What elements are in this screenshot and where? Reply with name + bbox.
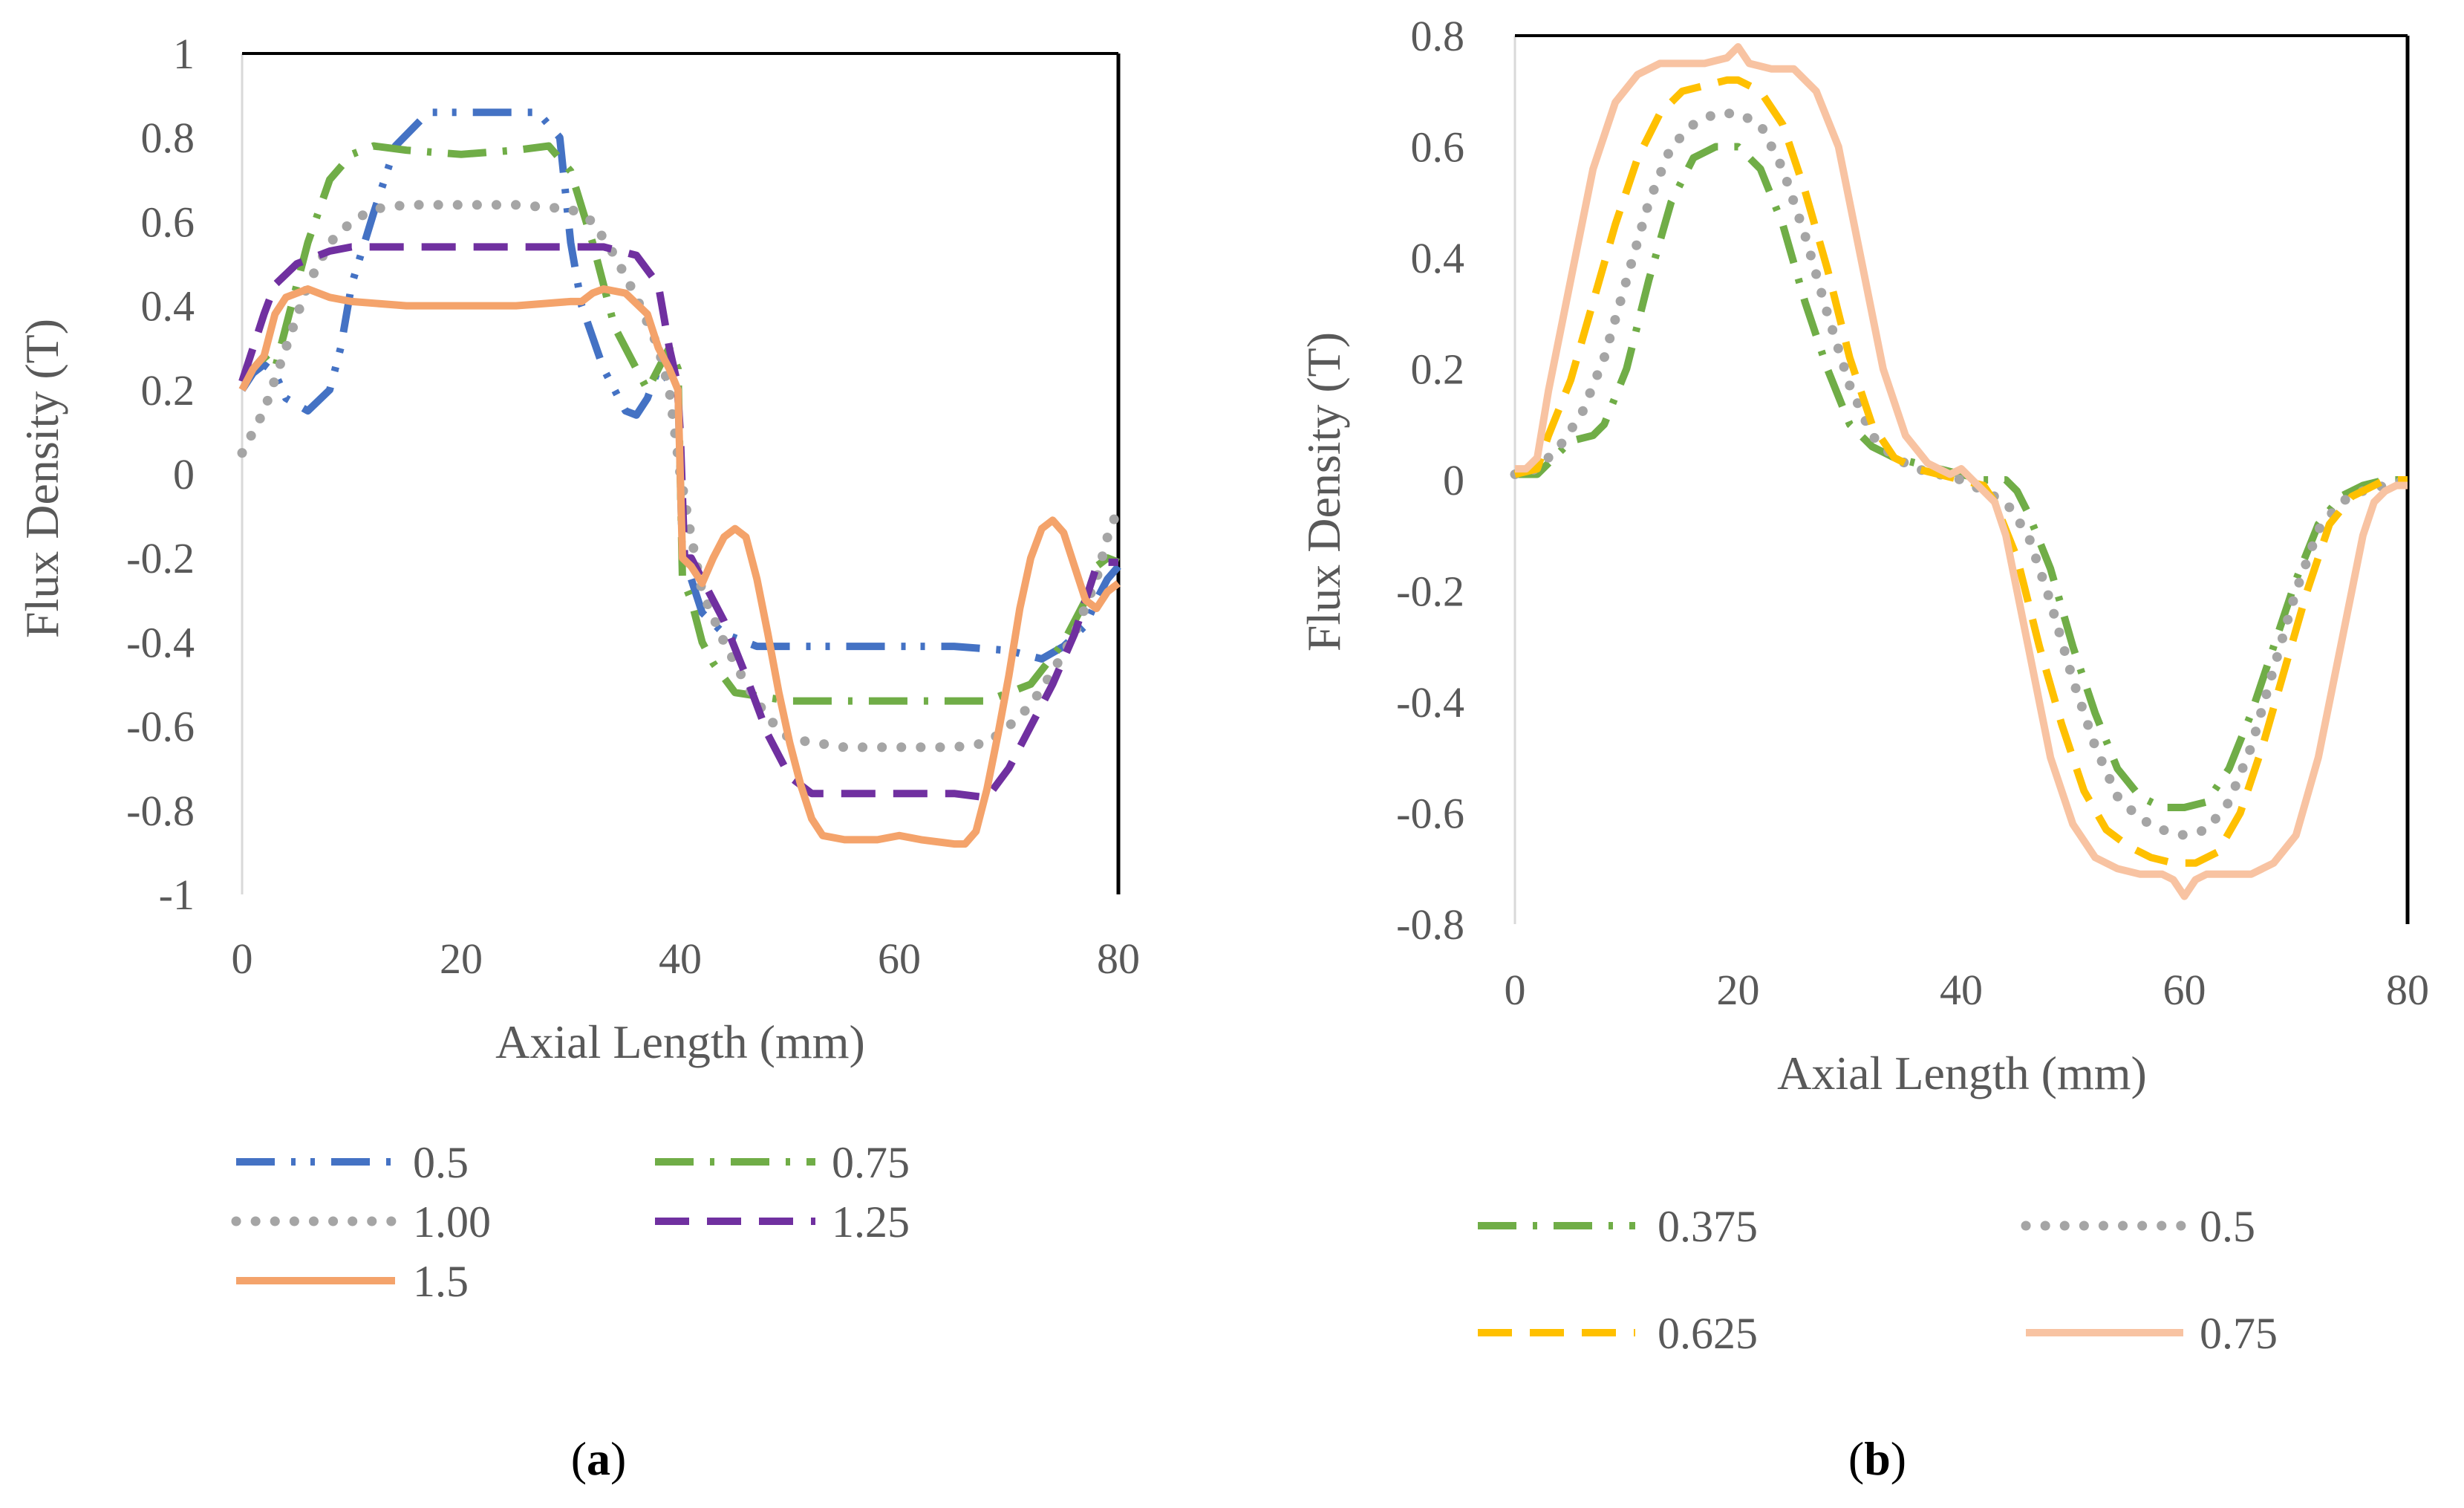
chart-b-legend-label-0-375: 0.375 (1658, 1202, 1758, 1251)
chart-b-caption-close: ) (1891, 1432, 1906, 1485)
chart-a-y-tick-label: -1 (159, 871, 195, 919)
chart-a-ylabel: Flux Density (T) (16, 319, 68, 638)
chart-b-x-tick-label: 60 (2163, 966, 2206, 1014)
chart-b-legend-label-0-5: 0.5 (2200, 1202, 2255, 1251)
chart-b-y-tick-label: 0.2 (1411, 345, 1465, 394)
chart-a: Flux Density (T) Axial Length (mm) 1 0.8 0… (16, 30, 1140, 1485)
chart-a-legend-label-1-25: 1.25 (832, 1197, 910, 1247)
chart-b-plot-area (1510, 34, 2413, 924)
chart-b-legend-label-0-75: 0.75 (2200, 1309, 2278, 1358)
chart-a-y-tick-label: 0.4 (141, 282, 195, 331)
chart-b-ylabel: Flux Density (T) (1297, 332, 1350, 651)
chart-a-legend-label-0-75: 0.75 (832, 1138, 910, 1187)
chart-a-legend: 0.5 0.75 1.00 1.25 1.5 (231, 1138, 910, 1306)
chart-a-y-tick-label: 1 (173, 30, 195, 78)
chart-b-series-lines (1510, 43, 2413, 900)
chart-a-caption-close: ) (610, 1432, 626, 1485)
chart-b-y-tick-label: 0 (1443, 456, 1464, 504)
chart-a-y-tick-label: 0.8 (141, 114, 195, 162)
chart-b-caption: (b) (1848, 1432, 1906, 1485)
chart-a-series-1-25 (238, 243, 1118, 802)
chart-a-legend-label-1-5: 1.5 (413, 1257, 469, 1306)
chart-b-x-tick-label: 20 (1717, 966, 1760, 1014)
chart-b-caption-letter: b (1864, 1432, 1891, 1485)
chart-a-plot-area (237, 52, 1124, 894)
chart-a-caption-open: ( (571, 1432, 587, 1485)
chart-a-x-tick-label: 0 (232, 935, 253, 983)
chart-b-y-tick-label: -0.8 (1396, 900, 1464, 949)
chart-b-series-0-5 (1510, 108, 2413, 840)
chart-b-x-tick-label: 40 (1940, 966, 1983, 1014)
chart-a-y-tick-label: -0.6 (126, 703, 195, 751)
chart-a-xlabel: Axial Length (mm) (495, 1015, 865, 1068)
chart-a-series-lines (237, 108, 1124, 848)
chart-b-y-tick-labels: 0.8 0.6 0.4 0.2 0 -0.2 -0.4 -0.6 -0.8 (1396, 12, 1464, 949)
chart-a-series-0-5 (238, 108, 1121, 663)
chart-a-y-tick-label: 0.2 (141, 366, 195, 415)
chart-b-y-tick-label: -0.6 (1396, 790, 1464, 838)
chart-a-y-tick-label: -0.4 (126, 618, 195, 666)
chart-a-legend-label-1-00: 1.00 (413, 1197, 491, 1247)
chart-a-y-tick-label: -0.8 (126, 787, 195, 835)
chart-a-caption-letter: a (587, 1432, 610, 1485)
chart-b-x-tick-label: 80 (2386, 966, 2429, 1014)
chart-b-y-tick-label: 0.4 (1411, 234, 1465, 282)
chart-a-caption: (a) (571, 1432, 627, 1485)
chart-a-x-tick-label: 80 (1097, 935, 1140, 983)
chart-a-x-tick-label: 20 (440, 935, 483, 983)
chart-b-y-tick-label: -0.4 (1396, 678, 1464, 727)
chart-b-y-tick-label: 0.6 (1411, 123, 1465, 172)
chart-a-y-tick-labels: 1 0.8 0.6 0.4 0.2 0 -0.2 -0.4 -0.6 -0.8 -1 (126, 30, 195, 919)
chart-a-x-tick-labels: 0 20 40 60 80 (232, 935, 1141, 983)
chart-b-series-0-75 (1515, 43, 2408, 900)
chart-a-y-tick-label: 0.6 (141, 198, 195, 246)
chart-b-y-tick-label: 0.8 (1411, 12, 1465, 60)
chart-b-xlabel: Axial Length (mm) (1777, 1047, 2147, 1099)
chart-a-y-tick-label: -0.2 (126, 534, 195, 582)
chart-a-x-tick-label: 60 (878, 935, 921, 983)
chart-b-y-tick-label: -0.2 (1396, 568, 1464, 616)
chart-b-caption-open: ( (1848, 1432, 1864, 1485)
chart-b-x-tick-label: 0 (1505, 966, 1526, 1014)
chart-a-series-1-5 (238, 285, 1121, 848)
chart-b-series-0-375 (1515, 143, 2408, 811)
chart-b: Flux Density (T) Axial Length (mm) 0.80.… (1297, 12, 2429, 1485)
chart-a-legend-label-0-5: 0.5 (413, 1138, 469, 1187)
chart-b-legend-label-0-625: 0.625 (1658, 1309, 1758, 1358)
chart-b-x-tick-labels: 0 20 40 60 80 (1505, 966, 2430, 1014)
chart-a-y-tick-label: 0 (173, 450, 195, 498)
chart-a-x-tick-label: 40 (659, 935, 702, 983)
chart-b-legend: 0.375 0.5 0.625 0.75 (1478, 1202, 2278, 1358)
